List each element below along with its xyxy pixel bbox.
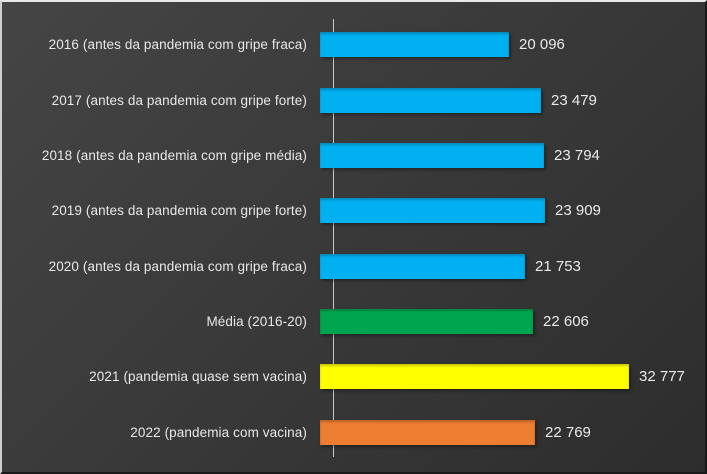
- category-axis-line: [333, 19, 334, 457]
- chart-row: 2020 (antes da pandemia com gripe fraca)…: [2, 239, 705, 294]
- category-label: 2020 (antes da pandemia com gripe fraca): [48, 258, 307, 274]
- bar: [320, 198, 545, 224]
- bar-zone: 22 606: [320, 294, 705, 349]
- bar: [320, 419, 535, 445]
- bar-zone: 20 096: [320, 17, 705, 72]
- bar-zone: 22 769: [320, 405, 705, 460]
- category-label: 2021 (pandemia quase sem vacina): [89, 369, 307, 385]
- value-label: 20 096: [519, 36, 565, 54]
- category-label: Média (2016-20): [206, 314, 307, 330]
- bar: [320, 142, 544, 168]
- category-label: 2017 (antes da pandemia com gripe forte): [51, 92, 307, 108]
- chart-row: 2019 (antes da pandemia com gripe forte)…: [2, 183, 705, 238]
- bar: [320, 309, 533, 335]
- value-label: 22 769: [545, 423, 591, 441]
- value-label: 22 606: [543, 313, 589, 331]
- bar: [320, 87, 541, 113]
- value-label: 23 909: [555, 202, 601, 220]
- category-label: 2016 (antes da pandemia com gripe fraca): [48, 37, 307, 53]
- category-label: 2019 (antes da pandemia com gripe forte): [51, 203, 307, 219]
- chart-rows: 2016 (antes da pandemia com gripe fraca)…: [2, 17, 705, 460]
- bar-zone: 23 909: [320, 183, 705, 238]
- value-label: 23 479: [551, 91, 597, 109]
- chart-row: Média (2016-20) 22 606: [2, 294, 705, 349]
- category-label: 2022 (pandemia com vacina): [130, 424, 307, 440]
- category-label: 2018 (antes da pandemia com gripe média): [41, 147, 307, 163]
- value-label: 32 777: [639, 368, 685, 386]
- bar: [320, 364, 629, 390]
- bar-zone: 21 753: [320, 239, 705, 294]
- bar-zone: 23 479: [320, 72, 705, 127]
- bar-zone: 32 777: [320, 349, 705, 404]
- value-label: 23 794: [554, 146, 600, 164]
- chart-row: 2022 (pandemia com vacina) 22 769: [2, 405, 705, 460]
- chart-row: 2017 (antes da pandemia com gripe forte)…: [2, 72, 705, 127]
- value-label: 21 753: [535, 257, 581, 275]
- bar-zone: 23 794: [320, 128, 705, 183]
- bar: [320, 253, 525, 279]
- chart-row: 2021 (pandemia quase sem vacina) 32 777: [2, 349, 705, 404]
- chart-row: 2016 (antes da pandemia com gripe fraca)…: [2, 17, 705, 72]
- bar: [320, 32, 509, 58]
- chart-row: 2018 (antes da pandemia com gripe média)…: [2, 128, 705, 183]
